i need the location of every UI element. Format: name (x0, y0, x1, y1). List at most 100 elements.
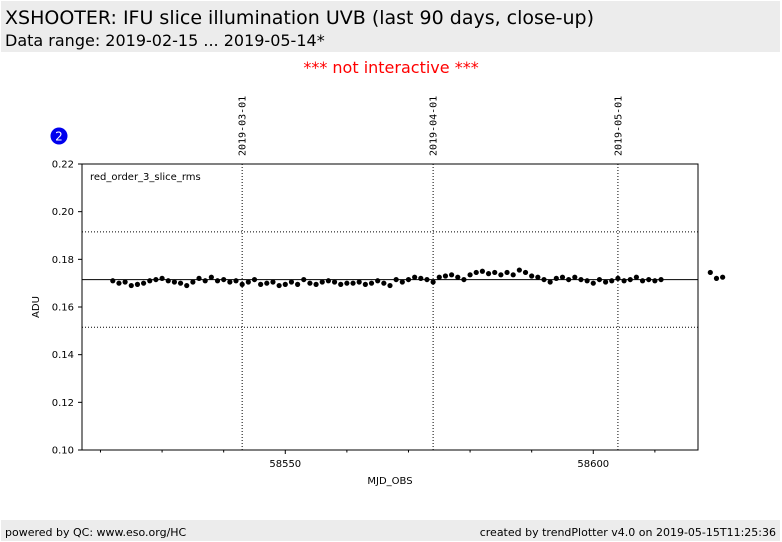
x-tick-label: 58550 (269, 459, 301, 470)
data-point (609, 278, 615, 284)
date-marker-label: 2019-03-01 (238, 96, 249, 156)
data-point (184, 282, 190, 289)
data-point (264, 280, 270, 286)
header-bar: XSHOOTER: IFU slice illumination UVB (la… (1, 1, 780, 52)
data-point (159, 275, 165, 281)
y-tick-label: 0.14 (52, 350, 74, 361)
data-point (282, 281, 288, 287)
data-point (498, 272, 504, 278)
y-tick-label: 0.20 (52, 207, 74, 218)
y-axis-label: ADU (31, 296, 42, 318)
data-point (313, 281, 319, 287)
data-point (615, 275, 621, 281)
data-point (368, 280, 375, 286)
data-point (141, 280, 147, 286)
not-interactive-notice: *** not interactive *** (303, 58, 479, 77)
data-point (485, 271, 492, 277)
page-badge-number: 2 (55, 130, 63, 144)
data-point (134, 281, 141, 287)
data-point (307, 280, 313, 286)
data-point (535, 274, 541, 280)
data-point (221, 276, 227, 283)
data-point (399, 279, 405, 285)
data-point (430, 279, 436, 285)
footer-created: created by trendPlotter v4.0 on 2019-05-… (479, 526, 776, 539)
data-point (362, 281, 368, 287)
y-tick-label: 0.16 (52, 303, 74, 314)
data-point (418, 275, 424, 281)
data-point (165, 278, 171, 284)
data-point (295, 281, 301, 287)
data-point (196, 275, 202, 281)
data-point (190, 279, 196, 285)
data-point (707, 269, 713, 276)
data-point (208, 274, 214, 280)
data-point (566, 276, 572, 283)
data-point (301, 276, 307, 283)
data-point (177, 280, 184, 286)
data-point (633, 274, 640, 280)
data-point (239, 281, 245, 287)
date-markers: 2019-03-01 2019-04-01 2019-05-01 (238, 96, 624, 450)
data-point (559, 274, 566, 280)
data-point (713, 275, 720, 281)
data-point (171, 279, 177, 285)
data-point (442, 273, 449, 279)
y-tick-label: 0.22 (52, 160, 74, 171)
data-point (424, 276, 430, 283)
data-point (479, 268, 485, 274)
data-point (319, 279, 325, 285)
data-point (258, 281, 264, 287)
data-point (572, 274, 578, 280)
data-point (603, 279, 609, 285)
data-point (245, 279, 251, 285)
data-point (461, 276, 467, 283)
data-point (436, 274, 442, 280)
reference-lines (82, 231, 698, 328)
data-point (214, 278, 221, 284)
data-point (251, 276, 258, 283)
data-point (639, 278, 646, 284)
y-tick-label: 0.18 (52, 255, 74, 266)
data-point (553, 275, 559, 281)
data-point (516, 267, 522, 273)
data-point (331, 279, 338, 285)
data-point (646, 276, 652, 283)
data-point (128, 282, 134, 289)
data-point (720, 274, 726, 280)
series-label: red_order_3_slice_rms (90, 172, 201, 183)
data-point (596, 276, 603, 283)
data-point (393, 276, 399, 283)
data-point (110, 278, 116, 284)
date-marker-label: 2019-05-01 (613, 96, 624, 156)
data-point (473, 269, 479, 276)
data-point (504, 269, 510, 276)
data-point (584, 278, 590, 284)
data-point (547, 279, 553, 285)
data-point (510, 272, 516, 278)
data-point (590, 280, 596, 286)
data-point (412, 274, 418, 280)
data-point (381, 280, 387, 286)
data-point (621, 278, 627, 284)
data-point (387, 282, 393, 289)
data-point (627, 276, 633, 283)
data-point (455, 274, 461, 280)
data-point (116, 280, 122, 286)
data-point (147, 278, 153, 284)
data-point (288, 279, 295, 285)
y-axis: 0.10 0.12 0.14 0.16 0.18 0.20 0.22 (52, 160, 82, 457)
data-point (658, 276, 664, 283)
data-point (652, 278, 658, 284)
data-point (522, 269, 529, 276)
data-point (350, 280, 356, 286)
data-point (325, 278, 331, 284)
data-point (344, 280, 350, 286)
x-axis-label: MJD_OBS (367, 476, 412, 487)
page-title: XSHOOTER: IFU slice illumination UVB (la… (5, 7, 594, 29)
data-point (492, 269, 498, 276)
data-point (449, 272, 455, 278)
data-point (467, 272, 473, 278)
data-point (529, 273, 535, 279)
